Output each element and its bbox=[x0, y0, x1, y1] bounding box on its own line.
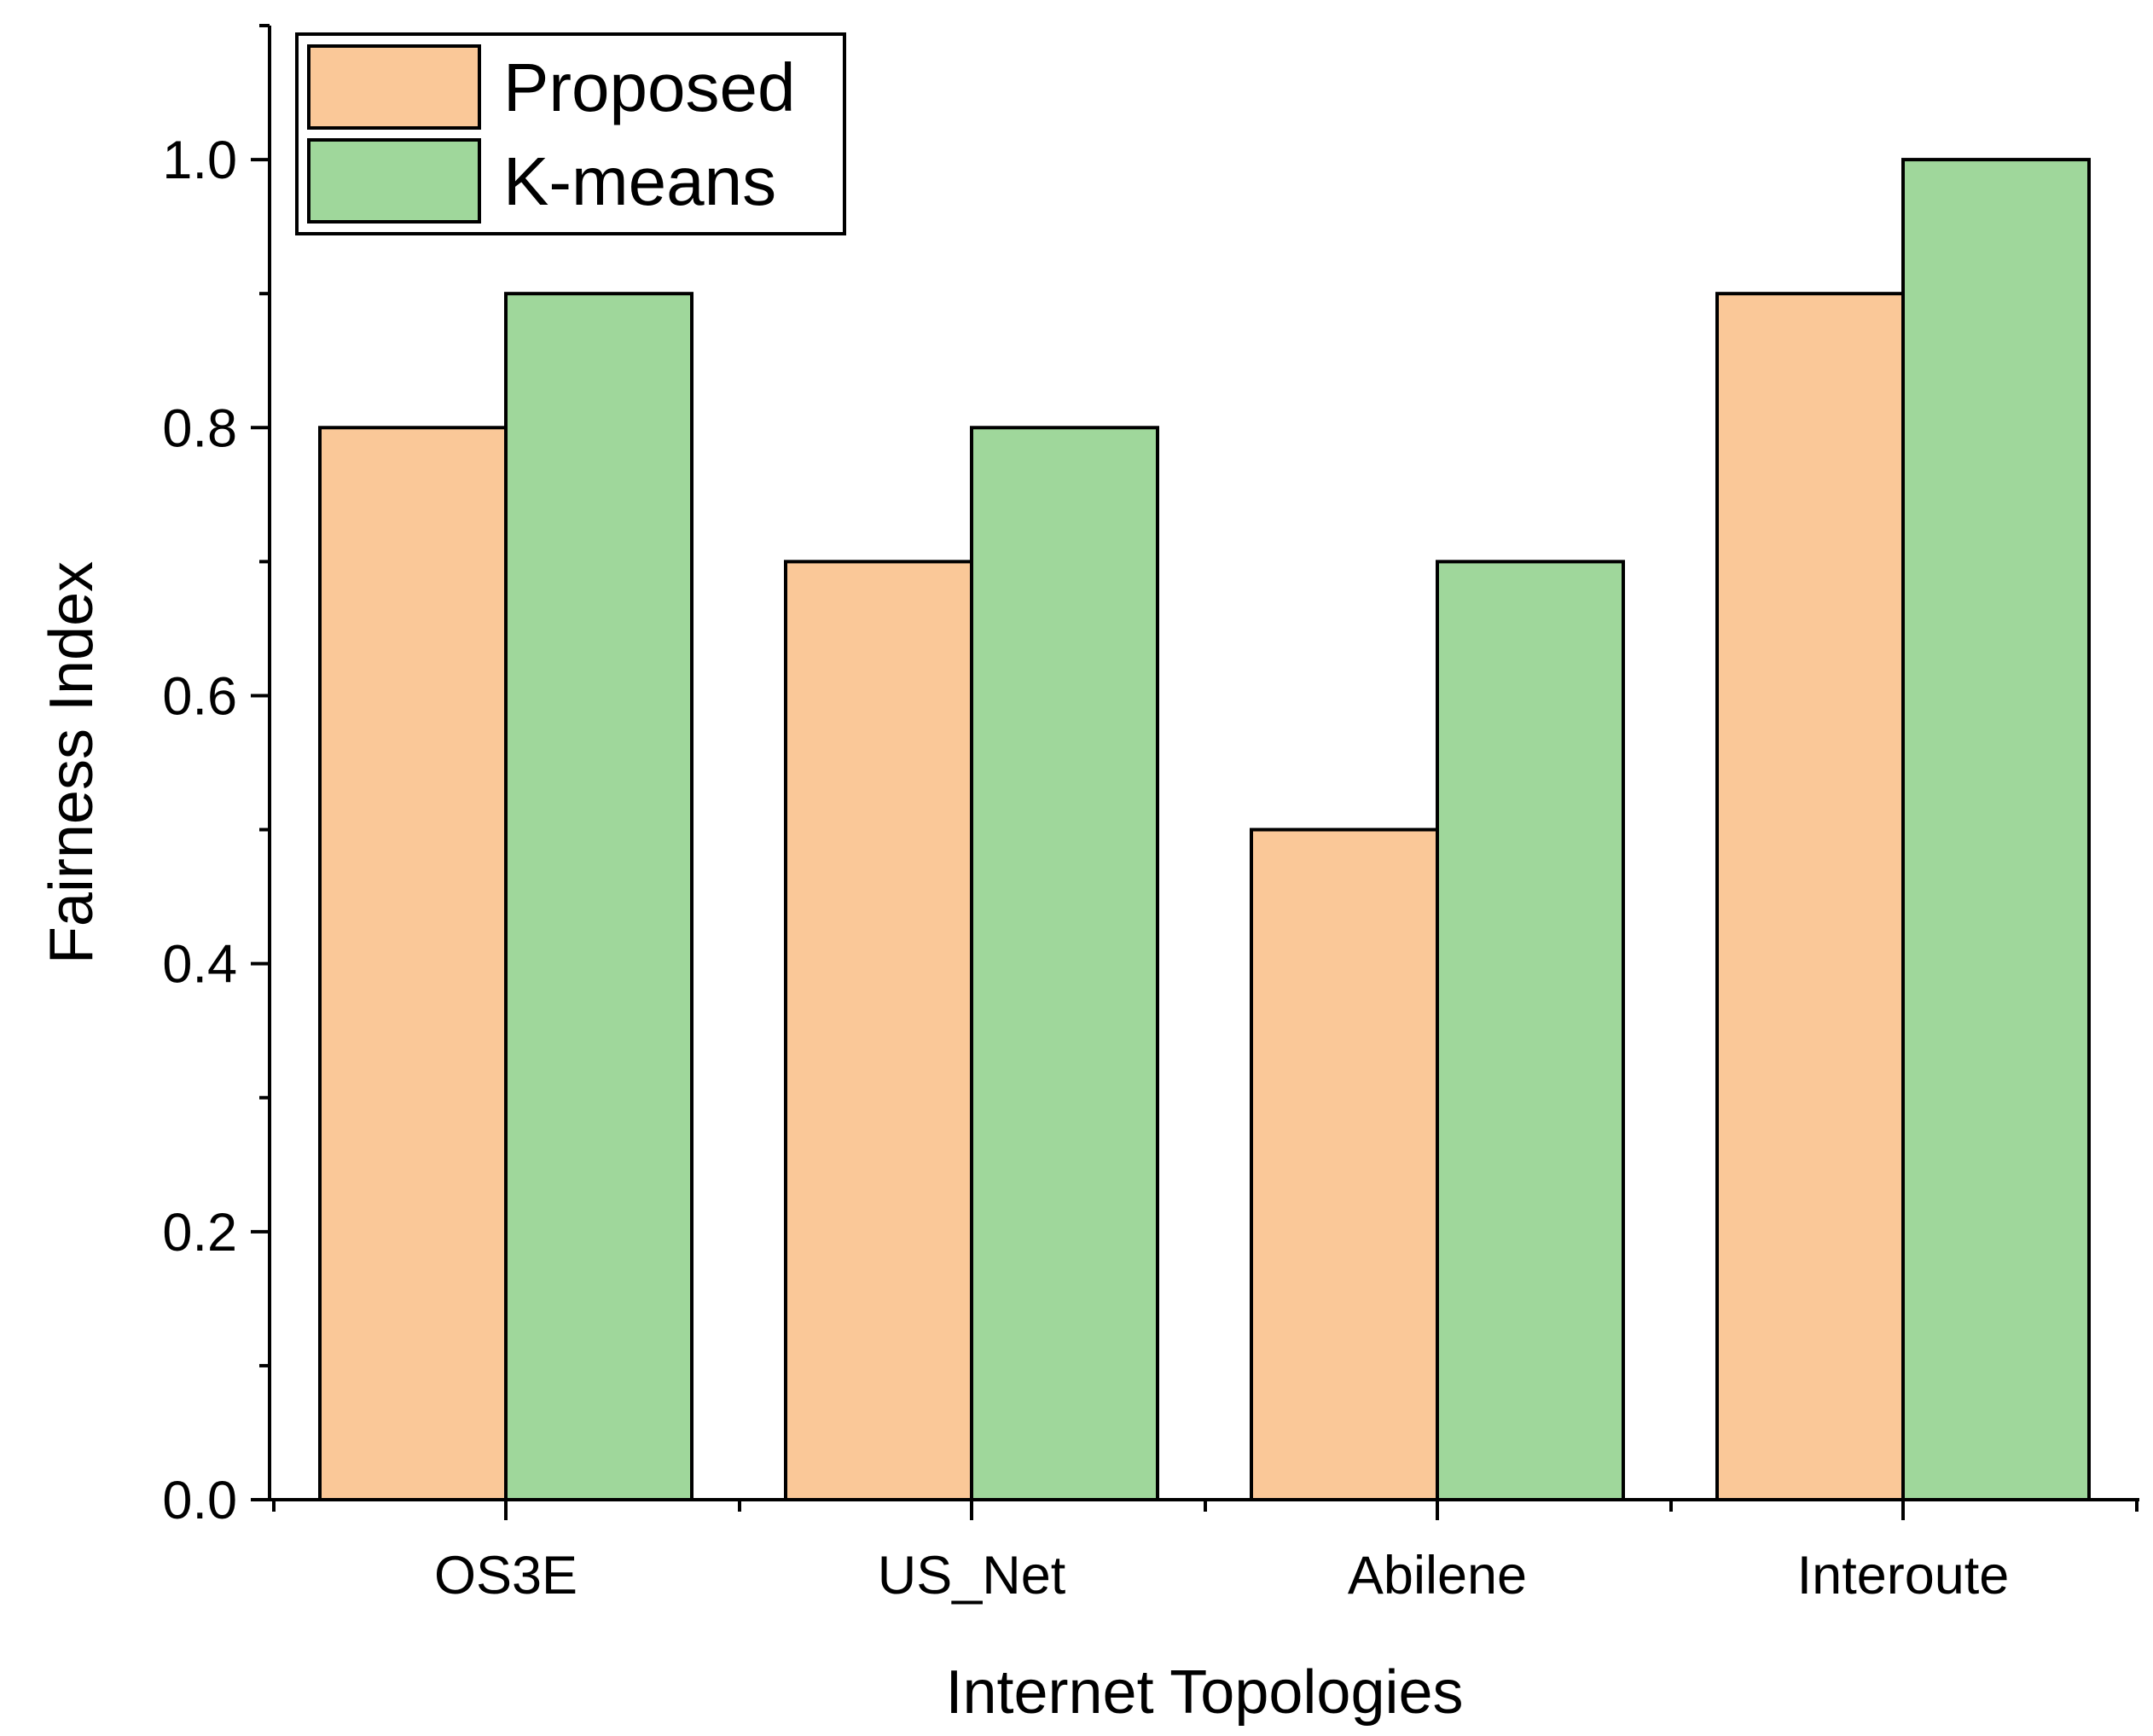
legend-label-proposed: Proposed bbox=[503, 49, 795, 125]
bar-proposed-os3e bbox=[318, 426, 508, 1502]
bar-k-means-interoute bbox=[1901, 158, 2091, 1501]
bar-proposed-us-net bbox=[784, 560, 973, 1501]
y-tick-label: 1.0 bbox=[162, 131, 237, 190]
y-tick-label: 0.2 bbox=[162, 1203, 237, 1263]
y-tick-label: 0.6 bbox=[162, 666, 237, 726]
legend-swatch-k-means bbox=[307, 138, 481, 224]
legend-swatch-proposed bbox=[307, 44, 481, 130]
legend: Proposed K-means bbox=[295, 32, 846, 235]
bar-k-means-abilene bbox=[1436, 560, 1625, 1501]
y-axis-title: Fairness Index bbox=[38, 561, 106, 964]
x-tick-label: OS3E bbox=[434, 1546, 577, 1605]
legend-label-k-means: K-means bbox=[503, 143, 776, 219]
bar-k-means-us-net bbox=[970, 426, 1159, 1502]
x-tick-label: Abilene bbox=[1348, 1546, 1527, 1605]
bar-k-means-os3e bbox=[504, 292, 693, 1502]
x-ticks-layer: OS3E US_Net Abilene Interoute bbox=[272, 1500, 2138, 1605]
x-tick-label: Interoute bbox=[1797, 1546, 2010, 1605]
y-ticks-layer: 0.0 0.2 0.4 0.6 0.8 1.0 bbox=[162, 24, 270, 1530]
x-tick-label: US_Net bbox=[878, 1546, 1066, 1605]
bars-layer bbox=[318, 158, 2091, 1502]
bar-proposed-interoute bbox=[1715, 292, 1905, 1502]
bar-proposed-abilene bbox=[1250, 827, 1439, 1501]
y-tick-label: 0.4 bbox=[162, 935, 237, 995]
y-tick-label: 0.8 bbox=[162, 398, 237, 458]
y-tick-label: 0.0 bbox=[162, 1471, 237, 1530]
x-axis-title: Internet Topologies bbox=[945, 1658, 1463, 1727]
